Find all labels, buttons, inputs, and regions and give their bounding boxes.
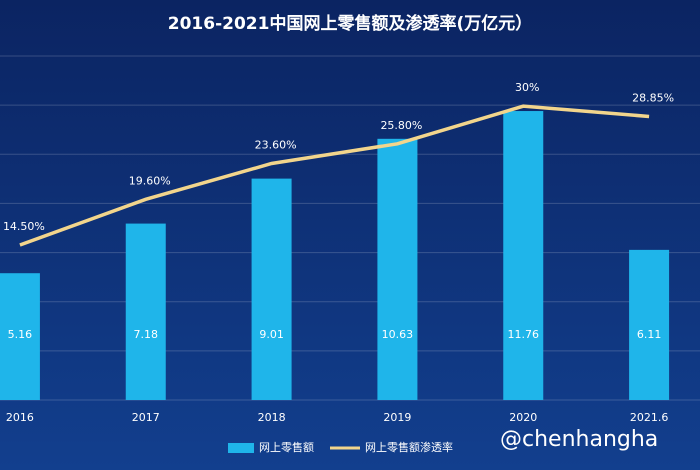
x-tick-label: 2019 [383,411,411,424]
line-value-label: 25.80% [380,119,422,132]
x-tick-label: 2020 [509,411,537,424]
bar-value-label: 7.18 [134,328,159,341]
chart-title: 2016-2021中国网上零售额及渗透率(万亿元） [168,13,532,34]
line-value-label: 14.50% [3,220,45,233]
bar [251,178,292,400]
line-value-label: 30% [515,81,539,94]
bar [629,249,670,400]
line-value-label: 28.85% [632,91,674,104]
legend-swatch [228,443,254,453]
bar-value-label: 10.63 [382,328,414,341]
x-tick-label: 2021.6 [630,411,669,424]
line-value-label: 23.60% [255,139,297,152]
bar-value-label: 11.76 [508,328,540,341]
legend-label: 网上零售额 [259,440,314,454]
line-value-label: 19.60% [129,174,171,187]
bar [0,273,40,400]
bar [377,138,418,400]
bar-value-label: 5.16 [8,328,33,341]
bar [125,223,166,400]
bar-value-label: 9.01 [259,328,284,341]
legend-label: 网上零售额渗透率 [365,440,453,454]
x-tick-label: 2017 [132,411,160,424]
watermark: @chenhangha [500,427,658,452]
line [19,104,650,247]
bar-value-label: 6.11 [637,328,662,341]
bar [503,111,544,400]
x-tick-label: 2018 [258,411,286,424]
x-tick-label: 2016 [6,411,34,424]
